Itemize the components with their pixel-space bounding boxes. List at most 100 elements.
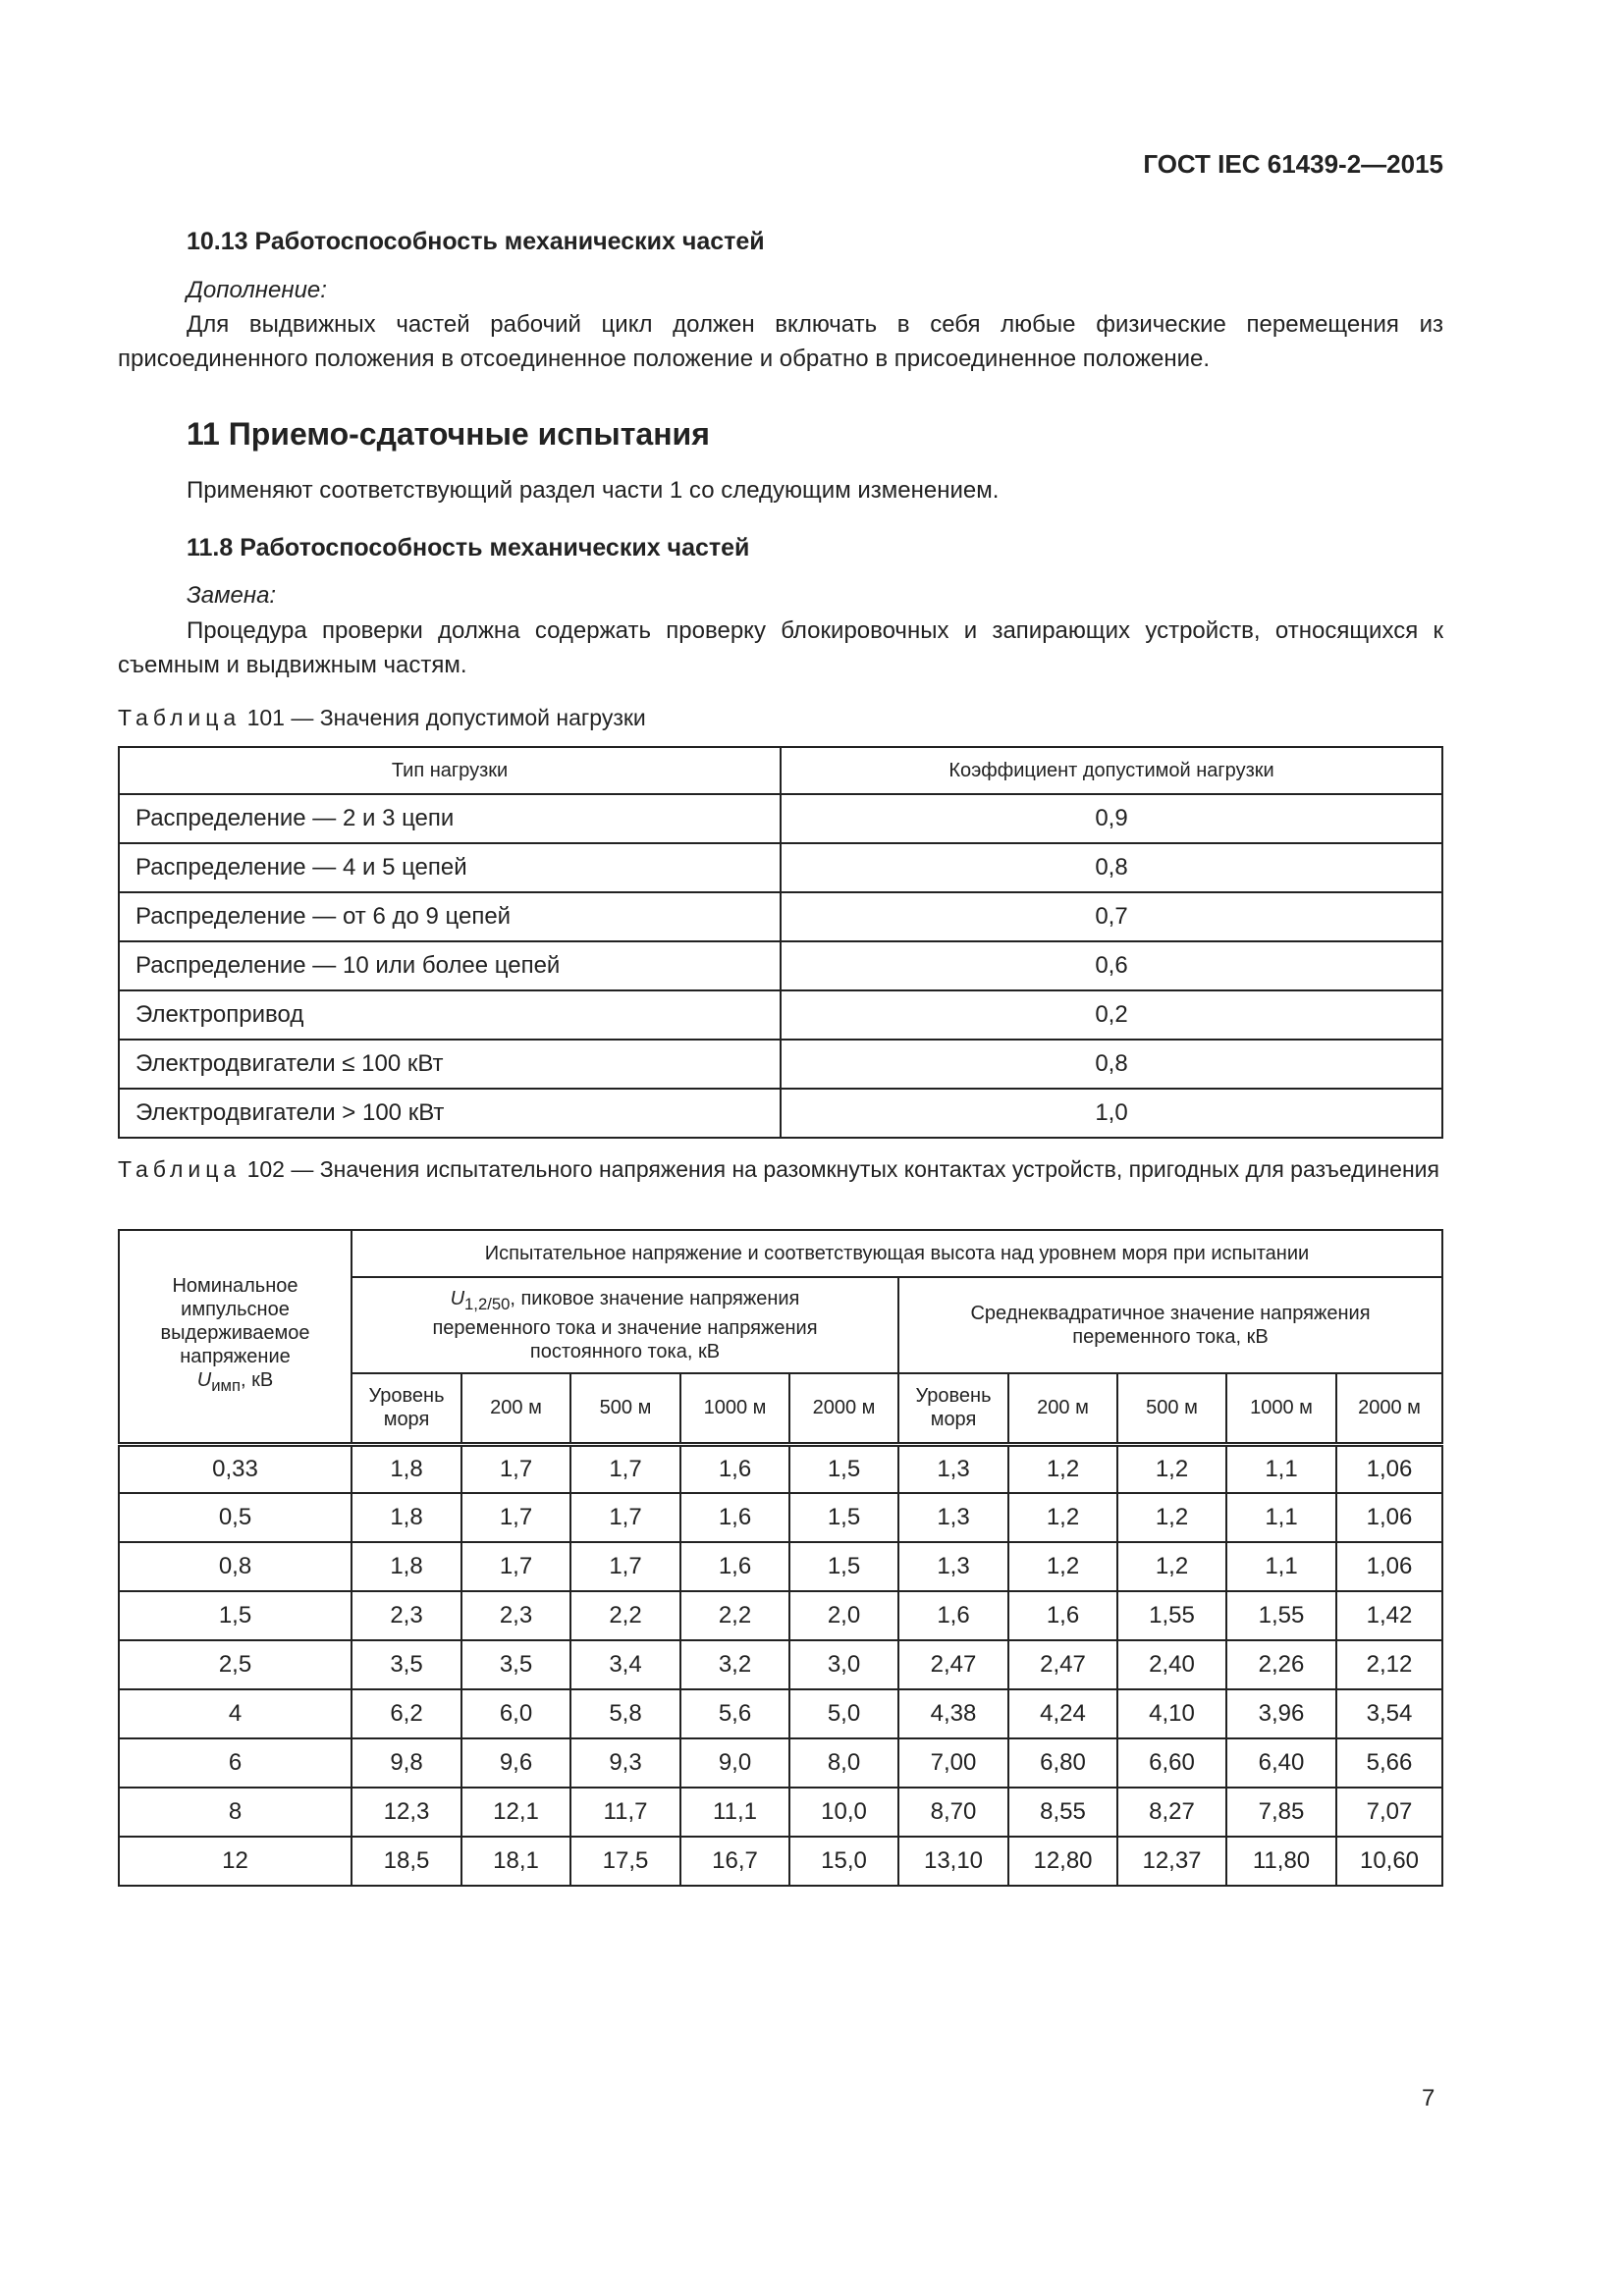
caption-word: Таблица (118, 1156, 242, 1182)
table-row: Распределение — 10 или более цепей 0,6 (118, 940, 1443, 991)
test-voltage-cell: 15,0 (788, 1836, 899, 1887)
rated-voltage-cell: 8 (118, 1787, 352, 1838)
test-voltage-cell: 1,8 (351, 1441, 462, 1494)
peak-subscript: 1,2/50 (464, 1295, 511, 1313)
coefficient-cell: 0,2 (780, 989, 1443, 1041)
test-voltage-cell: 11,80 (1225, 1836, 1337, 1887)
rated-voltage-cell: 0,5 (118, 1492, 352, 1543)
rated-voltage-cell: 12 (118, 1836, 352, 1887)
table-row: 0,33 1,8 1,7 1,7 1,6 1,5 1,3 1,2 1,2 1,1 1,06 (118, 1441, 1443, 1494)
table-102-caption: Таблица 102 — Значения испытательного на… (118, 1154, 1443, 1184)
test-voltage-cell: 1,7 (460, 1441, 571, 1494)
test-voltage-cell: 8,55 (1007, 1787, 1118, 1838)
test-voltage-cell: 6,0 (460, 1688, 571, 1739)
test-voltage-cell: 1,06 (1335, 1441, 1443, 1494)
test-voltage-cell: 5,0 (788, 1688, 899, 1739)
test-voltage-cell: 10,60 (1335, 1836, 1443, 1887)
coefficient-cell: 0,6 (780, 940, 1443, 991)
test-voltage-cell: 1,7 (460, 1541, 571, 1592)
test-voltage-cell: 7,07 (1335, 1787, 1443, 1838)
test-voltage-cell: 2,47 (897, 1639, 1009, 1690)
rated-voltage-cell: 6 (118, 1737, 352, 1789)
test-voltage-cell: 1,2 (1116, 1492, 1227, 1543)
peak-symbol: U (450, 1288, 465, 1309)
test-voltage-cell: 1,3 (897, 1492, 1009, 1543)
test-voltage-cell: 7,00 (897, 1737, 1009, 1789)
section-11-8-label: Замена: (187, 582, 277, 609)
load-type-cell: Распределение — 10 или более цепей (118, 940, 782, 991)
test-voltage-cell: 1,3 (897, 1541, 1009, 1592)
test-voltage-cell: 11,7 (569, 1787, 681, 1838)
test-voltage-cell: 4,10 (1116, 1688, 1227, 1739)
test-voltage-cell: 6,2 (351, 1688, 462, 1739)
table-row: Электропривод 0,2 (118, 989, 1443, 1041)
test-voltage-cell: 9,6 (460, 1737, 571, 1789)
test-voltage-cell: 9,3 (569, 1737, 681, 1789)
col0-symbol: U (196, 1369, 212, 1392)
table-102: Номинальное импульсное выдерживаемое нап… (118, 1229, 1443, 1887)
coefficient-cell: 0,7 (780, 891, 1443, 942)
test-voltage-cell: 7,85 (1225, 1787, 1337, 1838)
altitude-header: 200 м (460, 1372, 571, 1445)
altitude-header: 500 м (569, 1372, 681, 1445)
section-11-8-title: 11.8 Работоспособность механических част… (187, 534, 750, 561)
test-voltage-cell: 1,1 (1225, 1541, 1337, 1592)
test-voltage-cell: 18,5 (351, 1836, 462, 1887)
load-type-cell: Распределение — 2 и 3 цепи (118, 793, 782, 844)
load-type-cell: Электропривод (118, 989, 782, 1041)
test-voltage-cell: 17,5 (569, 1836, 681, 1887)
coefficient-cell: 0,8 (780, 1039, 1443, 1090)
test-voltage-cell: 1,7 (460, 1492, 571, 1543)
table-row: Распределение — 4 и 5 цепей 0,8 (118, 842, 1443, 893)
test-voltage-cell: 5,8 (569, 1688, 681, 1739)
rated-voltage-cell: 2,5 (118, 1639, 352, 1690)
section-10-13-text: Для выдвижных частей рабочий цикл должен… (118, 311, 1443, 372)
test-voltage-cell: 10,0 (788, 1787, 899, 1838)
test-voltage-cell: 5,6 (679, 1688, 790, 1739)
load-type-cell: Распределение — от 6 до 9 цепей (118, 891, 782, 942)
altitude-header: Уровень моря (351, 1372, 462, 1445)
test-voltage-cell: 2,2 (569, 1590, 681, 1641)
test-voltage-cell: 8,0 (788, 1737, 899, 1789)
test-voltage-cell: 2,2 (679, 1590, 790, 1641)
test-voltage-cell: 1,7 (569, 1541, 681, 1592)
test-voltage-cell: 2,12 (1335, 1639, 1443, 1690)
test-voltage-cell: 1,5 (788, 1441, 899, 1494)
table-row: 0,8 1,8 1,7 1,7 1,6 1,5 1,3 1,2 1,2 1,1 1,06 (118, 1541, 1443, 1592)
table-row: 4 6,2 6,0 5,8 5,6 5,0 4,38 4,24 4,10 3,96 3,54 (118, 1688, 1443, 1739)
group-header: Испытательное напряжение и соответствующ… (351, 1229, 1443, 1278)
table-row: Распределение — 2 и 3 цепи 0,9 (118, 793, 1443, 844)
section-11-title: 11 Приемо-сдаточные испытания (187, 416, 710, 452)
peak-text: , пиковое значение напряжения переменног… (432, 1288, 818, 1362)
test-voltage-cell: 2,26 (1225, 1639, 1337, 1690)
test-voltage-cell: 1,2 (1007, 1541, 1118, 1592)
test-voltage-cell: 12,37 (1116, 1836, 1227, 1887)
table-header: Коэффициент допустимой нагрузки (780, 746, 1443, 795)
table-101: Тип нагрузки Коэффициент допустимой нагру… (118, 746, 1443, 1139)
altitude-header: 500 м (1116, 1372, 1227, 1445)
table-row: 1,5 2,3 2,3 2,2 2,2 2,0 1,6 1,6 1,55 1,55 1,42 (118, 1590, 1443, 1641)
test-voltage-cell: 18,1 (460, 1836, 571, 1887)
table-row: 8 12,3 12,1 11,7 11,1 10,0 8,70 8,55 8,27 7,85 7,0… (118, 1787, 1443, 1838)
peak-header: U1,2/50, пиковое значение напряжения пер… (351, 1276, 899, 1374)
altitude-header: Уровень моря (897, 1372, 1009, 1445)
test-voltage-cell: 3,0 (788, 1639, 899, 1690)
test-voltage-cell: 1,2 (1007, 1492, 1118, 1543)
test-voltage-cell: 6,60 (1116, 1737, 1227, 1789)
section-11-8-text: Процедура проверки должна содержать пров… (118, 617, 1443, 678)
table-row: 12 18,5 18,1 17,5 16,7 15,0 13,10 12,80 12,37 11,… (118, 1836, 1443, 1887)
test-voltage-cell: 2,3 (460, 1590, 571, 1641)
test-voltage-cell: 8,27 (1116, 1787, 1227, 1838)
test-voltage-cell: 11,1 (679, 1787, 790, 1838)
test-voltage-cell: 1,2 (1007, 1441, 1118, 1494)
test-voltage-cell: 1,6 (897, 1590, 1009, 1641)
test-voltage-cell: 1,5 (788, 1541, 899, 1592)
test-voltage-cell: 1,6 (679, 1492, 790, 1543)
coefficient-cell: 0,9 (780, 793, 1443, 844)
test-voltage-cell: 1,8 (351, 1541, 462, 1592)
test-voltage-cell: 1,6 (1007, 1590, 1118, 1641)
test-voltage-cell: 1,06 (1335, 1541, 1443, 1592)
caption-text: 101 — Значения допустимой нагрузки (246, 705, 646, 730)
test-voltage-cell: 1,42 (1335, 1590, 1443, 1641)
table-row: Распределение — от 6 до 9 цепей 0,7 (118, 891, 1443, 942)
